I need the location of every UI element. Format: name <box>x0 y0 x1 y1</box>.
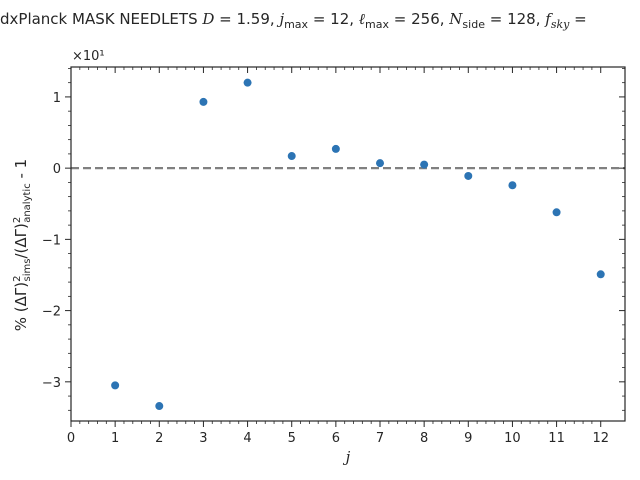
y-tick-label: −1 <box>42 233 61 248</box>
x-tick-label: 12 <box>592 431 609 446</box>
y-tick-label: 1 <box>53 91 61 106</box>
data-point <box>287 152 296 161</box>
x-tick-label: 5 <box>288 431 296 446</box>
x-tick-label: 1 <box>111 431 119 446</box>
data-point <box>155 402 164 411</box>
x-tick-label: 8 <box>420 431 428 446</box>
x-axis-label: j <box>343 448 351 466</box>
x-tick-label: 0 <box>67 431 75 446</box>
data-point <box>376 159 385 168</box>
y-tick-label: 0 <box>53 162 61 177</box>
data-point <box>199 97 208 106</box>
x-tick-label: 4 <box>243 431 251 446</box>
data-point <box>464 171 473 180</box>
x-tick-label: 2 <box>155 431 163 446</box>
y-tick-label: −2 <box>42 305 61 320</box>
data-point <box>243 78 252 87</box>
x-tick-label: 10 <box>504 431 521 446</box>
x-tick-label: 9 <box>464 431 472 446</box>
data-point <box>596 270 605 279</box>
x-tick-label: 7 <box>376 431 384 446</box>
x-tick-label: 3 <box>199 431 207 446</box>
data-point <box>508 181 517 190</box>
y-axis-multiplier: ×10¹ <box>72 49 105 64</box>
data-point <box>111 381 120 390</box>
data-point <box>331 144 340 153</box>
data-point <box>552 208 561 217</box>
chart-title: dxPlanck MASK NEEDLETS D = 1.59, jmax = … <box>0 10 587 31</box>
plot-area: 0 1 2 3 4 5 6 7 8 9 10 11 12−3−2−101 <box>42 66 626 446</box>
y-tick-label: −3 <box>42 376 61 391</box>
data-point <box>420 160 429 169</box>
plot-frame <box>70 66 626 422</box>
x-tick-label: 11 <box>548 431 565 446</box>
y-axis-label: % (ΔΓ)2sims/(ΔΓ)2analytic - 1 <box>12 159 33 331</box>
x-tick-label: 6 <box>332 431 340 446</box>
